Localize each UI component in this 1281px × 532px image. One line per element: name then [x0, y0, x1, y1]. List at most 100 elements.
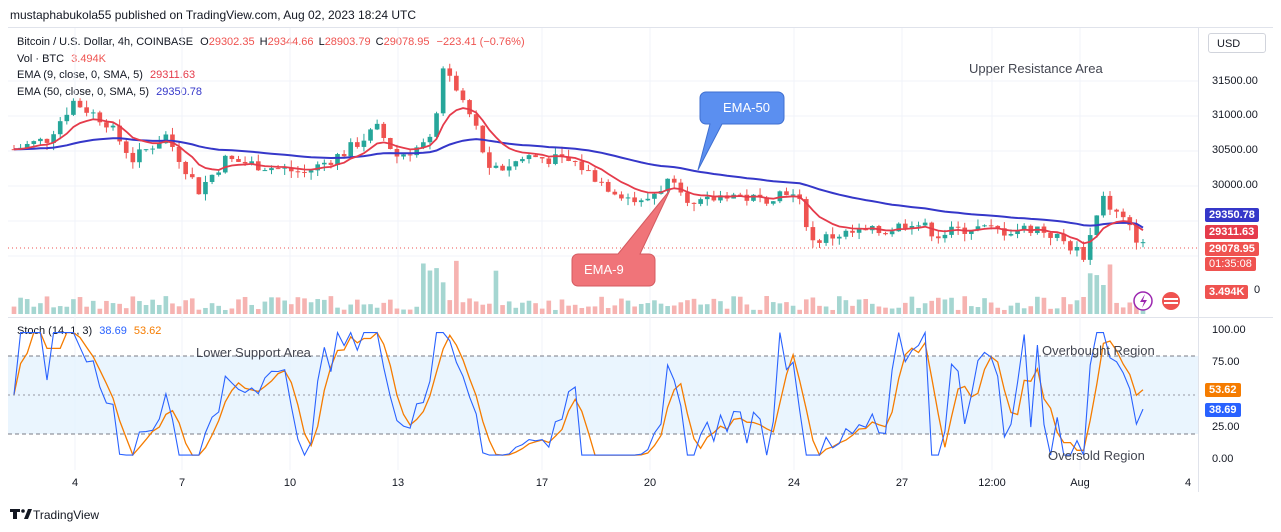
volume-bar — [1021, 308, 1027, 314]
candle-body — [671, 178, 677, 183]
volume-bar — [903, 302, 908, 314]
candle-body — [856, 229, 862, 233]
volume-bar — [1068, 304, 1073, 314]
candle-body — [176, 146, 182, 162]
candle-body — [315, 164, 321, 171]
volume-bar — [1008, 305, 1014, 314]
candle-body — [566, 156, 571, 161]
close-label: C — [375, 36, 384, 48]
stoch-tick-label: 75.00 — [1212, 356, 1240, 368]
volume-bar — [1002, 309, 1007, 314]
candle-body — [1140, 242, 1146, 244]
volume-bar — [269, 297, 274, 314]
candle-body — [520, 159, 525, 162]
time-tick-label: 27 — [896, 477, 908, 489]
volume-bar — [1061, 297, 1067, 314]
volume-bar — [784, 302, 789, 314]
volume-bar — [632, 306, 637, 314]
time-tick-label: 10 — [284, 477, 296, 489]
volume-bar — [744, 304, 750, 314]
candle-body — [619, 194, 624, 199]
volume-bar — [704, 304, 710, 314]
candle-body — [1114, 209, 1119, 212]
volume-bars — [11, 260, 1146, 314]
candle-body — [440, 68, 446, 114]
volume-bar — [203, 307, 208, 314]
volume-bar — [51, 307, 56, 314]
volume-bar — [883, 307, 888, 314]
currency-button[interactable]: USD — [1208, 33, 1266, 53]
ema50-callout: EMA-50 — [697, 91, 785, 171]
volume-bar — [117, 303, 122, 314]
volume-bar — [110, 303, 116, 314]
price-tick-label: 31000.00 — [1212, 109, 1258, 121]
top-divider — [8, 27, 1273, 28]
volume-bar — [790, 305, 796, 314]
candle-body — [546, 158, 552, 164]
volume-bar — [183, 300, 188, 314]
candle-body — [467, 100, 472, 115]
low-value: 28903.79 — [324, 36, 371, 48]
price-tick-label: 31500.00 — [1212, 75, 1258, 87]
time-tick-label: 17 — [536, 477, 548, 489]
volume-bar — [711, 298, 717, 314]
candle-body — [282, 167, 288, 169]
open-value: 29302.35 — [208, 36, 255, 48]
volume-bar — [255, 309, 261, 314]
volume-bar — [302, 298, 307, 314]
volume-bar — [434, 268, 439, 314]
candle-body — [38, 138, 43, 142]
candle-body — [163, 134, 169, 144]
countdown-tag: 01:35:08 — [1205, 257, 1256, 271]
volume-bar — [388, 299, 393, 314]
candle-body — [1120, 211, 1126, 218]
candle-body — [698, 199, 703, 204]
candle-body — [513, 161, 519, 167]
volume-bar — [1015, 302, 1020, 314]
volume-bar — [493, 270, 499, 314]
candle-body — [830, 234, 836, 239]
candle-body — [790, 194, 796, 196]
candle-body — [1107, 195, 1113, 210]
ema9-label: EMA (9, close, 0, SMA, 5) — [17, 69, 143, 81]
candle-body — [348, 142, 354, 157]
stoch-k-tag: 38.69 — [1205, 403, 1241, 417]
volume-bar — [315, 299, 321, 314]
candle-body — [903, 223, 908, 229]
candle-body — [995, 225, 1001, 229]
flash-icon[interactable] — [1133, 291, 1153, 311]
candle-body — [1068, 241, 1073, 251]
volume-bar — [18, 297, 23, 314]
ema50-label: EMA (50, close, 0, SMA, 5) — [17, 86, 150, 98]
volume-bar — [1054, 308, 1060, 314]
volume-bar — [64, 306, 70, 314]
volume-zero-label: 0 — [1254, 284, 1261, 296]
volume-bar — [189, 298, 195, 314]
candle-body — [427, 136, 433, 143]
us-flag-icon[interactable] — [1162, 292, 1180, 310]
volume-value: 3.494K — [71, 53, 107, 65]
ema9-value: 29311.63 — [150, 69, 196, 81]
candle-body — [803, 199, 809, 228]
volume-bar — [487, 303, 492, 314]
volume-bar — [236, 299, 241, 314]
volume-bar — [440, 282, 446, 314]
candle-body — [506, 166, 512, 171]
candle-body — [612, 191, 618, 195]
time-tick-label: 4 — [1185, 477, 1191, 489]
candle-body — [51, 134, 56, 143]
candle-body — [539, 157, 545, 159]
tradingview-logo-icon — [10, 509, 32, 519]
candle-body — [434, 113, 439, 137]
candle-body — [784, 191, 789, 196]
volume-legend: Vol · BTC 3.494K — [17, 53, 106, 65]
candle-body — [936, 236, 941, 239]
candle-body — [1054, 233, 1060, 238]
candle-body — [302, 171, 307, 173]
volume-bar — [123, 308, 129, 314]
time-tick-label: 4 — [72, 477, 78, 489]
candle-body — [896, 223, 902, 232]
volume-bar — [104, 300, 109, 314]
candle-body — [1048, 232, 1053, 238]
